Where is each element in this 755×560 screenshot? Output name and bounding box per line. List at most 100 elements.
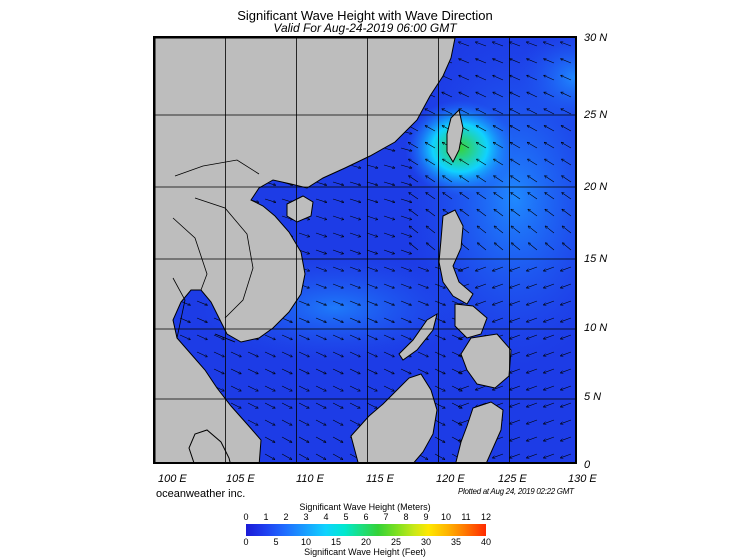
wave-direction-arrow [332, 385, 343, 391]
wave-direction-arrow [349, 402, 360, 408]
wave-direction-arrow [527, 385, 538, 390]
wave-direction-arrow [409, 143, 419, 149]
wave-direction-arrow [561, 385, 572, 390]
wave-direction-arrow [247, 419, 258, 425]
lon-label-130e: 130 E [568, 473, 597, 485]
colorbar-meters-tick: 1 [263, 512, 269, 522]
wave-direction-arrow [459, 109, 470, 115]
lat-label-15n: 15 N [584, 253, 608, 265]
wave-direction-arrow [426, 209, 436, 217]
wave-direction-arrow [315, 266, 326, 271]
wave-direction-arrow [561, 453, 572, 458]
wave-direction-arrow [264, 385, 275, 391]
wave-direction-arrow [366, 368, 377, 374]
wave-direction-arrow [493, 283, 504, 288]
colorbar-gradient [246, 524, 486, 536]
colorbar-feet-tick: 20 [360, 537, 371, 547]
lon-label-110e: 110 E [296, 473, 324, 485]
wave-direction-arrow [315, 300, 326, 305]
wave-direction-arrow [528, 193, 538, 200]
wave-direction-arrow [315, 232, 326, 237]
wave-direction-arrow [544, 402, 555, 407]
wave-direction-arrow [461, 243, 470, 251]
wave-direction-arrow [510, 59, 521, 64]
colorbar-feet-title: Significant Wave Height (Feet) [304, 547, 426, 557]
wave-direction-arrow [527, 419, 538, 424]
wave-direction-arrow [510, 283, 521, 288]
wave-direction-arrow [281, 385, 292, 391]
wave-direction-arrow [332, 317, 343, 322]
wave-direction-arrow [442, 109, 453, 115]
wave-direction-arrow [476, 126, 487, 132]
wave-direction-arrow [409, 176, 419, 183]
wave-direction-arrow [213, 334, 224, 340]
wave-direction-arrow [383, 147, 395, 151]
wave-direction-arrow [349, 317, 360, 322]
colorbar-meters-tick: 10 [440, 512, 451, 522]
wave-direction-arrow [426, 143, 436, 149]
wave-direction-arrow [527, 109, 538, 115]
wave-direction-arrow [409, 193, 419, 200]
wave-direction-arrow [477, 176, 487, 183]
wave-direction-arrow [443, 193, 453, 200]
wave-map-svg [155, 38, 575, 462]
wave-direction-arrow [332, 402, 343, 408]
colorbar-feet-tick: 5 [273, 537, 279, 547]
wave-direction-arrow [561, 368, 572, 373]
wave-direction-arrow [527, 368, 538, 373]
wave-direction-arrow [545, 159, 555, 166]
wave-direction-arrow [366, 164, 378, 168]
wave-direction-arrow [527, 436, 538, 441]
wave-direction-arrow [196, 300, 207, 305]
wave-direction-arrow [528, 176, 538, 183]
wave-direction-arrow [544, 76, 555, 81]
wave-direction-arrow [544, 453, 555, 458]
wave-direction-arrow [544, 385, 555, 390]
wave-direction-arrow [281, 436, 292, 442]
wave-direction-arrow [478, 243, 487, 251]
wave-direction-arrow [561, 419, 572, 424]
wave-direction-arrow [425, 109, 436, 115]
wave-direction-arrow [315, 215, 326, 220]
wave-direction-arrow [383, 215, 394, 220]
wave-direction-arrow [434, 453, 445, 459]
lat-label-25n: 25 N [584, 109, 608, 121]
wave-direction-arrow [349, 385, 360, 391]
wave-direction-arrow [400, 249, 411, 254]
wave-direction-arrow [434, 436, 445, 442]
wave-direction-arrow [426, 159, 436, 166]
wave-direction-arrow [332, 232, 343, 237]
wave-direction-arrow [230, 402, 241, 408]
wave-direction-arrow [510, 300, 521, 305]
wave-direction-arrow [529, 243, 538, 251]
wave-direction-arrow [366, 402, 377, 408]
wave-direction-arrow [349, 368, 360, 374]
wave-direction-arrow [400, 147, 412, 151]
wave-direction-arrow [366, 266, 377, 271]
wave-direction-arrow [459, 42, 470, 47]
colorbar-feet-tick: 25 [390, 537, 401, 547]
wave-direction-arrow [315, 198, 327, 202]
wave-direction-arrow [460, 193, 470, 200]
wave-direction-arrow [298, 300, 309, 305]
borneo-island [350, 373, 438, 462]
wave-direction-arrow [366, 215, 377, 220]
wave-direction-arrow [349, 351, 360, 357]
wave-direction-arrow [315, 334, 326, 340]
wave-map[interactable] [153, 36, 577, 464]
wave-direction-arrow [298, 317, 309, 322]
wave-direction-arrow [460, 209, 470, 217]
colorbar-feet-tick: 15 [330, 537, 341, 547]
wave-direction-arrow [332, 334, 343, 340]
wave-direction-arrow [561, 351, 572, 356]
wave-direction-arrow [196, 351, 207, 357]
wave-direction-arrow [493, 92, 504, 98]
wave-direction-arrow [493, 109, 504, 115]
wave-direction-arrow [417, 283, 428, 288]
wave-direction-arrow [459, 266, 470, 271]
wave-direction-arrow [196, 317, 207, 322]
wave-direction-arrow [366, 181, 378, 185]
wave-direction-arrow [476, 92, 487, 98]
wave-direction-arrow [298, 436, 309, 442]
wave-direction-arrow [527, 92, 538, 98]
